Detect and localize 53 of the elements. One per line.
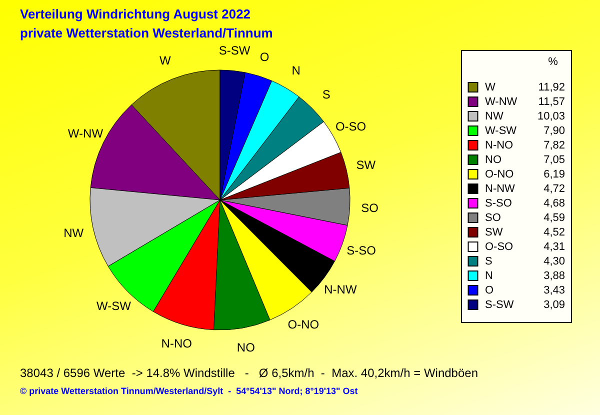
data-label: 11,92 <box>538 81 565 94</box>
legend-label: S-SO <box>485 197 512 210</box>
slice-label: N-NO <box>161 336 192 351</box>
legend-label: O-SO <box>485 240 514 253</box>
slice-label: O-SO <box>335 120 366 134</box>
data-label: 6,19 <box>544 168 565 180</box>
slice-label: O <box>260 50 270 64</box>
data-label: 4,30 <box>544 255 565 268</box>
slice-label: NW <box>64 226 84 240</box>
legend-label: N-NO <box>485 139 514 152</box>
legend-label: NO <box>485 154 502 166</box>
legend-label: SO <box>485 212 502 224</box>
slice-label: NO <box>236 340 255 355</box>
chart-subtitle: private Wetterstation Westerland/Tinnum <box>20 26 273 41</box>
legend-label: S-SW <box>485 298 514 311</box>
text: © private Wetterstation Tinnum/Westerland/Sylt - 54°54'13" Nord; 8°19'13" Ost <box>20 386 359 396</box>
legend-label: NW <box>485 110 504 122</box>
legend-label: W-NW <box>485 96 518 108</box>
slice-label: N-NW <box>324 282 358 296</box>
slice-label: W-NW <box>68 126 104 141</box>
data-label: 4,72 <box>544 182 565 195</box>
legend-label: O-NO <box>485 168 514 180</box>
legend-label: S <box>485 255 492 268</box>
data-label: 7,05 <box>544 154 565 166</box>
legend-label: SW <box>485 226 504 238</box>
data-label: 10,03 <box>537 110 565 122</box>
slice-label: O-NO <box>288 318 320 332</box>
slice-label: S <box>322 87 330 102</box>
data-label: 4,59 <box>544 212 565 224</box>
slice-label: SO <box>361 200 378 215</box>
data-label: 4,52 <box>544 226 565 238</box>
slice-label: W <box>159 53 172 68</box>
slice-label: SW <box>356 158 376 172</box>
data-label: 3,43 <box>544 284 565 296</box>
data-label: 4,68 <box>544 197 565 210</box>
slice-label: S-SO <box>346 243 376 258</box>
legend-title: % <box>548 56 558 68</box>
legend-label: O <box>485 284 494 296</box>
legend-label: W <box>485 81 496 94</box>
data-label: 7,82 <box>544 139 565 152</box>
legend-label: N <box>485 270 493 282</box>
text: 38043 / 6596 Werte -> 14.8% Windstille - Ø 6,5km/h - Max. 40,2km/h = Windböen <box>20 366 478 380</box>
slice-label: N <box>292 64 300 78</box>
data-label: 4,31 <box>544 240 565 253</box>
data-label: 3,09 <box>544 298 565 311</box>
slice-label: S-SW <box>218 44 251 58</box>
data-label: 11,57 <box>538 96 565 108</box>
slice-label: W-SW <box>96 298 132 313</box>
data-label: 7,90 <box>544 124 565 137</box>
data-label: 3,88 <box>544 270 565 282</box>
legend-label: N-NW <box>485 182 516 195</box>
chart-title: Verteilung Windrichtung August 2022 <box>20 6 251 22</box>
legend-label: W-SW <box>485 124 518 137</box>
